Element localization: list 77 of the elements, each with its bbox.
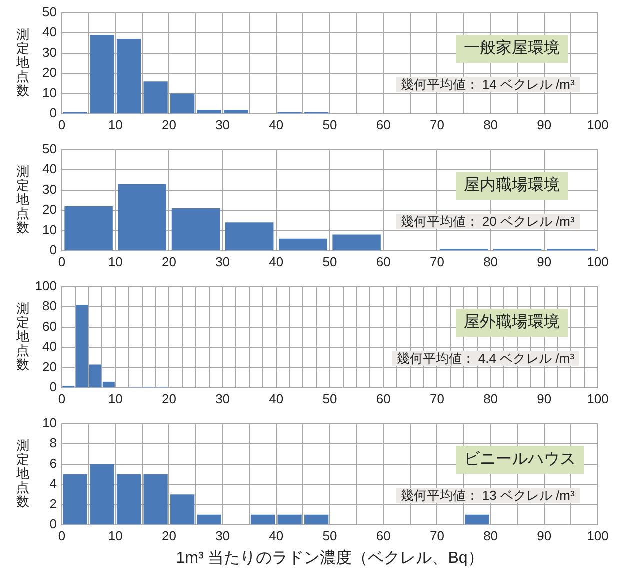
y-tick-label: 10 (42, 222, 57, 238)
x-tick-label: 10 (108, 528, 123, 544)
x-tick-label: 50 (322, 391, 338, 406)
x-tick-label: 100 (587, 254, 609, 270)
y-tick-label: 6 (50, 456, 57, 471)
x-tick-label: 50 (322, 254, 338, 270)
x-tick-label: 70 (430, 528, 444, 544)
x-tick-label: 90 (537, 528, 552, 544)
y-tick-label: 80 (42, 298, 57, 314)
y-tick-label: 50 (42, 141, 57, 156)
x-tick-label: 30 (216, 528, 230, 544)
x-tick-label: 100 (587, 391, 609, 406)
y-tick-label: 8 (50, 436, 57, 451)
y-tick-label: 30 (42, 44, 57, 60)
y-tick-label: 20 (42, 65, 57, 80)
y-tick-label: 50 (42, 4, 57, 20)
x-tick-label: 50 (322, 117, 338, 132)
annotation: 幾何平均値： 4.4 ベクレル /m³ (392, 351, 580, 366)
x-tick-label: 30 (216, 391, 230, 406)
x-tick-label: 10 (108, 254, 123, 270)
y-tick-label: 2 (50, 496, 57, 512)
x-tick-label: 10 (108, 117, 123, 132)
x-tick-label: 90 (537, 391, 552, 406)
y-tick-label: 100 (35, 278, 57, 294)
y-tick-label: 0 (50, 106, 57, 121)
x-tick-label: 20 (162, 254, 176, 270)
text: 屋内職場環境 (456, 172, 568, 200)
annotation: 幾何平均値： 13 ベクレル /m³ (396, 488, 580, 504)
x-tick-label: 90 (537, 117, 552, 132)
text: 屋外職場環境 (456, 309, 568, 338)
text: 一般家屋環境 (456, 35, 568, 64)
x-tick-label: 100 (587, 117, 609, 132)
y-axis-title: 測定地点数 (16, 301, 30, 372)
x-tick-label: 40 (269, 117, 284, 132)
x-tick-label: 60 (376, 528, 391, 544)
x-tick-label: 20 (162, 117, 176, 132)
y-tick-label: 30 (42, 182, 57, 197)
y-axis-title: 測定地点数 (16, 438, 30, 510)
x-tick-label: 20 (162, 391, 176, 406)
x-tick-label: 80 (484, 528, 498, 544)
text: ビニールハウス (456, 446, 584, 474)
y-tick-label: 0 (50, 242, 57, 258)
x-tick-label: 40 (269, 528, 284, 544)
x-axis-title: 1m³ 当たりのラドン濃度（ベクレル、Bq） (176, 548, 484, 567)
x-tick-label: 60 (376, 391, 391, 406)
x-tick-label: 20 (162, 528, 176, 544)
y-tick-label: 0 (50, 516, 57, 532)
y-axis-title: 測定地点数 (16, 164, 30, 236)
x-tick-label: 40 (269, 391, 284, 406)
y-tick-label: 40 (42, 339, 57, 354)
y-tick-label: 20 (42, 202, 57, 218)
annotation: 幾何平均値： 20 ベクレル /m³ (396, 214, 580, 230)
x-tick-label: 70 (430, 117, 444, 132)
x-tick-label: 80 (484, 391, 498, 406)
x-tick-label: 40 (269, 254, 284, 270)
x-tick-label: 90 (537, 254, 552, 270)
y-tick-label: 40 (42, 24, 57, 40)
y-tick-label: 60 (42, 318, 57, 334)
y-tick-label: 10 (42, 85, 57, 100)
x-tick-label: 80 (484, 117, 498, 132)
y-tick-label: 20 (42, 359, 57, 374)
annotation: 幾何平均値： 14 ベクレル /m³ (396, 77, 580, 92)
y-tick-label: 40 (42, 162, 57, 177)
x-tick-label: 30 (216, 254, 230, 270)
x-tick-label: 50 (322, 528, 338, 544)
x-tick-label: 10 (108, 391, 123, 406)
y-tick-label: 0 (50, 380, 57, 395)
x-tick-label: 60 (376, 117, 391, 132)
x-tick-label: 100 (587, 528, 609, 544)
x-tick-label: 30 (216, 117, 230, 132)
x-tick-label: 70 (430, 391, 444, 406)
y-axis-title: 測定地点数 (16, 27, 30, 98)
x-tick-label: 60 (376, 254, 391, 270)
x-tick-label: 80 (484, 254, 498, 270)
y-tick-label: 10 (42, 415, 57, 430)
y-tick-label: 4 (50, 476, 57, 492)
x-tick-label: 70 (430, 254, 444, 270)
